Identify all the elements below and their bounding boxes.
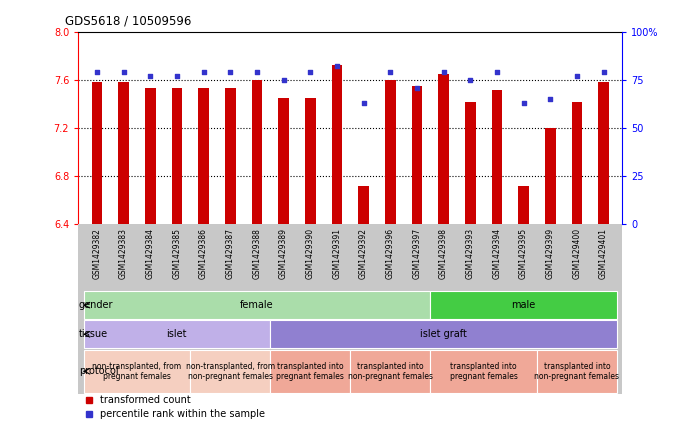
Text: GSM1429384: GSM1429384 (146, 228, 155, 279)
Text: GSM1429401: GSM1429401 (599, 228, 608, 279)
Bar (430, 350, 537, 393)
Text: GSM1429391: GSM1429391 (333, 228, 341, 279)
Bar (270, 350, 350, 393)
Bar (438, 74, 449, 224)
Bar (411, 86, 422, 224)
Bar (145, 88, 156, 224)
Bar (270, 320, 617, 348)
Point (91, 69, 102, 76)
Bar (571, 102, 582, 224)
Point (358, 99, 369, 106)
Point (198, 69, 209, 76)
Text: transplanted into
pregnant females: transplanted into pregnant females (276, 362, 344, 381)
Text: male: male (511, 300, 536, 310)
Text: female: female (240, 300, 273, 310)
Text: islet: islet (167, 329, 187, 339)
Text: transplanted into
pregnant females: transplanted into pregnant females (449, 362, 517, 381)
Point (252, 69, 262, 76)
Bar (84, 320, 270, 348)
Text: islet graft: islet graft (420, 329, 467, 339)
Text: transformed count: transformed count (100, 396, 190, 406)
Point (171, 73, 182, 80)
Text: non-transplanted, from
non-pregnant females: non-transplanted, from non-pregnant fema… (186, 362, 275, 381)
Bar (305, 98, 316, 224)
Text: protocol: protocol (79, 366, 118, 376)
Point (331, 63, 342, 70)
Point (492, 69, 503, 76)
Text: GSM1429383: GSM1429383 (119, 228, 128, 279)
Bar (171, 88, 182, 224)
Text: GSM1429392: GSM1429392 (359, 228, 368, 279)
Text: GSM1429398: GSM1429398 (439, 228, 448, 279)
Bar (332, 66, 342, 224)
Bar (537, 350, 617, 393)
Point (145, 73, 156, 80)
Bar (84, 350, 190, 393)
Point (278, 77, 289, 83)
Text: GSM1429390: GSM1429390 (306, 228, 315, 279)
Bar (252, 80, 262, 224)
Text: GSM1429393: GSM1429393 (466, 228, 475, 279)
Point (571, 73, 582, 80)
Bar (84, 291, 430, 319)
Bar (518, 186, 529, 224)
Text: GSM1429385: GSM1429385 (172, 228, 182, 279)
Text: GSM1429388: GSM1429388 (252, 228, 261, 278)
Text: GSM1429396: GSM1429396 (386, 228, 394, 279)
Text: GSM1429382: GSM1429382 (92, 228, 101, 278)
Bar (430, 291, 617, 319)
Point (464, 77, 475, 83)
Bar (598, 82, 609, 224)
Text: transplanted into
non-pregnant females: transplanted into non-pregnant females (347, 362, 432, 381)
Point (385, 69, 396, 76)
Point (118, 69, 129, 76)
Bar (545, 128, 556, 224)
Bar (492, 90, 503, 224)
Text: GDS5618 / 10509596: GDS5618 / 10509596 (65, 14, 191, 27)
Bar (198, 88, 209, 224)
Point (598, 69, 609, 76)
Bar (358, 186, 369, 224)
Point (411, 84, 422, 91)
Text: GSM1429400: GSM1429400 (573, 228, 581, 279)
Text: GSM1429394: GSM1429394 (492, 228, 501, 279)
Point (305, 69, 316, 76)
Point (438, 69, 449, 76)
Text: non-transplanted, from
pregnant females: non-transplanted, from pregnant females (92, 362, 182, 381)
Point (545, 96, 556, 102)
Bar (225, 88, 235, 224)
Bar (190, 350, 270, 393)
Text: GSM1429386: GSM1429386 (199, 228, 208, 279)
Point (225, 69, 236, 76)
Text: transplanted into
non-pregnant females: transplanted into non-pregnant females (534, 362, 619, 381)
Bar (465, 102, 475, 224)
Text: percentile rank within the sample: percentile rank within the sample (100, 409, 265, 419)
Bar (118, 82, 129, 224)
Point (518, 99, 529, 106)
Text: GSM1429387: GSM1429387 (226, 228, 235, 279)
Text: GSM1429399: GSM1429399 (546, 228, 555, 279)
Bar (92, 82, 102, 224)
Text: GSM1429397: GSM1429397 (412, 228, 422, 279)
Text: tissue: tissue (79, 329, 108, 339)
Text: GSM1429389: GSM1429389 (279, 228, 288, 279)
Text: gender: gender (79, 300, 114, 310)
Text: GSM1429395: GSM1429395 (519, 228, 528, 279)
Bar (278, 98, 289, 224)
Bar (350, 350, 430, 393)
Bar (385, 80, 396, 224)
